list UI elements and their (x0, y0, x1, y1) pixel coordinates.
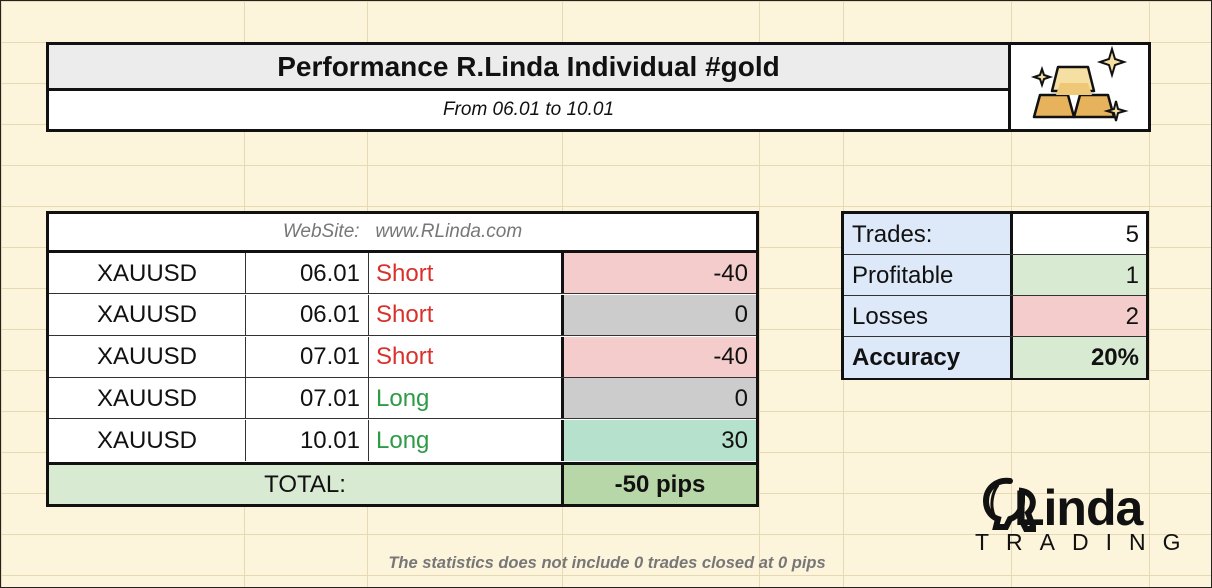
website-label: WebSite: www.RLinda.com (49, 214, 756, 253)
stats-label: Trades: (844, 214, 1013, 255)
trade-date: 06.01 (246, 294, 369, 336)
report-header: Performance R.Linda Individual #gold Fro… (46, 42, 1151, 132)
trade-direction: Short (369, 336, 564, 378)
stats-value: 1 (1013, 255, 1146, 296)
brand-logo: Linda TRADING (975, 471, 1181, 561)
trade-date: 07.01 (246, 378, 369, 420)
trade-date: 06.01 (246, 253, 369, 294)
stats-table: Trades: 5 Profitable 1 Losses 2 Accuracy 20% (841, 211, 1149, 380)
trade-symbol: XAUUSD (49, 253, 246, 294)
stats-row: Profitable 1 (844, 255, 1146, 296)
trade-row: XAUUSD 06.01 Short -40 (49, 253, 756, 294)
total-label: TOTAL: (49, 465, 564, 504)
stats-label: Losses (844, 296, 1013, 337)
trade-pips: -40 (564, 336, 756, 378)
trades-table: WebSite: www.RLinda.com XAUUSD 06.01 Short… (46, 211, 759, 507)
total-value: -50 pips (564, 465, 756, 504)
trade-direction: Short (369, 253, 564, 294)
statistics-footnote: The statistics does not include 0 trades… (388, 554, 826, 572)
trade-direction: Long (369, 420, 564, 462)
stats-row: Trades: 5 (844, 214, 1146, 255)
trade-symbol: XAUUSD (49, 420, 246, 462)
stats-value: 20% (1013, 337, 1146, 378)
rlinda-profile-logo-icon (982, 477, 1036, 532)
stats-label: Profitable (844, 255, 1013, 296)
trade-row: XAUUSD 06.01 Short 0 (49, 294, 756, 336)
trade-symbol: XAUUSD (49, 378, 246, 420)
trade-pips: -40 (564, 253, 756, 294)
trade-symbol: XAUUSD (49, 336, 246, 378)
total-row: TOTAL: -50 pips (49, 462, 756, 504)
report-date-range: From 06.01 to 10.01 (49, 91, 1011, 129)
trade-pips: 0 (564, 294, 756, 336)
trade-row: XAUUSD 07.01 Short -40 (49, 336, 756, 378)
trade-row: XAUUSD 10.01 Long 30 (49, 420, 756, 462)
trade-pips: 0 (564, 378, 756, 420)
stats-row: Accuracy 20% (844, 337, 1146, 378)
trade-date: 07.01 (246, 336, 369, 378)
trade-direction: Short (369, 294, 564, 336)
trade-symbol: XAUUSD (49, 294, 246, 336)
stats-label: Accuracy (844, 337, 1013, 378)
trade-direction: Long (369, 378, 564, 420)
stats-row: Losses 2 (844, 296, 1146, 337)
report-title: Performance R.Linda Individual #gold (49, 45, 1011, 91)
stats-value: 5 (1013, 214, 1146, 255)
brand-name: Linda (1014, 480, 1143, 536)
brand-subtitle: TRADING (975, 529, 1198, 555)
trade-row: XAUUSD 07.01 Long 0 (49, 378, 756, 420)
gold-bars-icon (1011, 45, 1148, 129)
trade-pips: 30 (564, 420, 756, 462)
stats-value: 2 (1013, 296, 1146, 337)
trade-date: 10.01 (246, 420, 369, 462)
